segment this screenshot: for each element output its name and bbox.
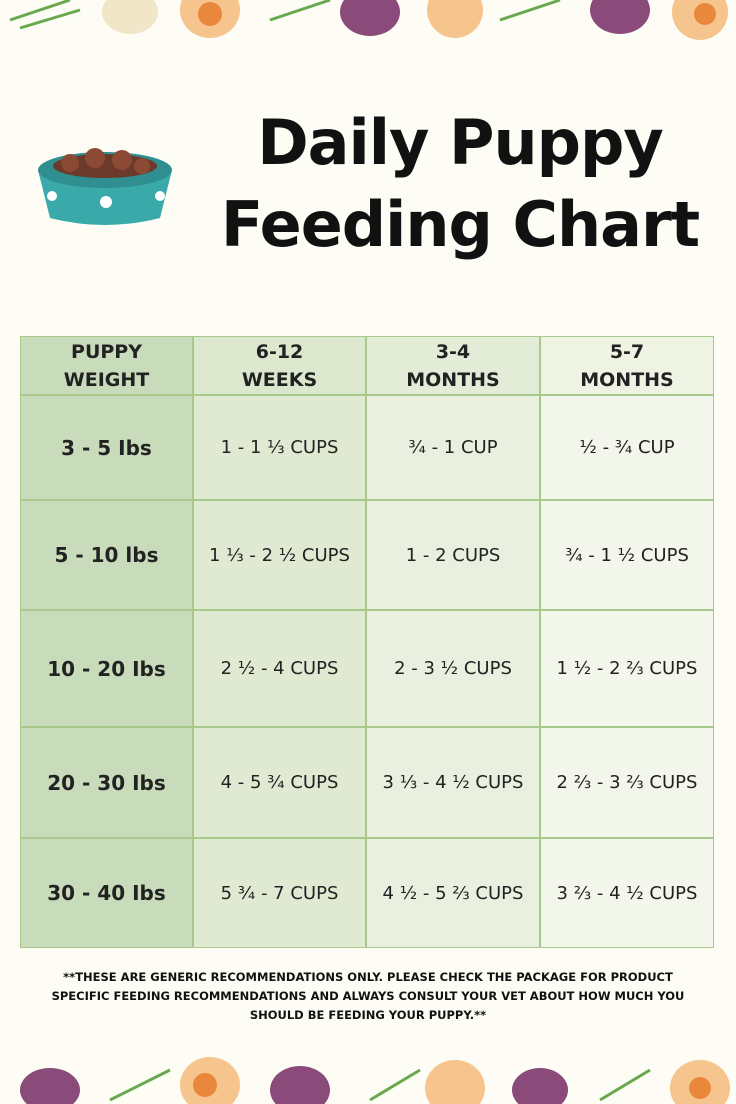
amount-cell: 4 - 5 ¾ CUPS: [193, 727, 366, 838]
weight-cell: 20 - 30 Ibs: [20, 727, 193, 838]
amount-cell: ¾ - 1 ½ CUPS: [540, 500, 714, 610]
amount-cell: 1 - 2 CUPS: [366, 500, 540, 610]
amount-cell: 2 ½ - 4 CUPS: [193, 610, 366, 727]
amount-cell: ½ - ¾ CUP: [540, 395, 714, 500]
header-text: WEEKS: [241, 368, 318, 391]
amount-cell: 4 ½ - 5 ⅔ CUPS: [366, 838, 540, 948]
title-line: Feeding Chart: [220, 188, 700, 261]
header-text: MONTHS: [580, 368, 674, 391]
amount-cell: 2 ⅔ - 3 ⅔ CUPS: [540, 727, 714, 838]
amount-cell: ¾ - 1 CUP: [366, 395, 540, 500]
weight-cell: 30 - 40 Ibs: [20, 838, 193, 948]
amount-cell: 3 ⅓ - 4 ½ CUPS: [366, 727, 540, 838]
header-cell: PUPPY WEIGHT: [20, 336, 193, 395]
header-text: WEIGHT: [63, 368, 150, 391]
amount-cell: 1 ½ - 2 ⅔ CUPS: [540, 610, 714, 727]
title-line: Daily Puppy: [257, 106, 664, 179]
weight-cell: 3 - 5 Ibs: [20, 395, 193, 500]
dog-bowl-icon: [38, 148, 172, 225]
amount-cell: 1 - 1 ⅓ CUPS: [193, 395, 366, 500]
amount-cell: 3 ⅔ - 4 ½ CUPS: [540, 838, 714, 948]
amount-cell: 1 ⅓ - 2 ½ CUPS: [193, 500, 366, 610]
header-text: 6-12: [255, 340, 304, 363]
veg-top: [9, 0, 728, 40]
footnote: **THESE ARE GENERIC RECOMMENDATIONS ONLY…: [51, 970, 685, 1022]
amount-cell: 2 - 3 ½ CUPS: [366, 610, 540, 727]
veg-bottom: [20, 1057, 730, 1104]
header-text: 5-7: [609, 340, 645, 363]
header-text: PUPPY: [71, 340, 142, 363]
header-cell: 3-4 MONTHS: [366, 336, 540, 395]
header-cell: 5-7 MONTHS: [540, 336, 714, 395]
header-text: 3-4: [435, 340, 471, 363]
amount-cell: 5 ¾ - 7 CUPS: [193, 838, 366, 948]
weight-cell: 5 - 10 lbs: [20, 500, 193, 610]
header-text: MONTHS: [406, 368, 500, 391]
header-cell: 6-12 WEEKS: [193, 336, 366, 395]
weight-cell: 10 - 20 Ibs: [20, 610, 193, 727]
